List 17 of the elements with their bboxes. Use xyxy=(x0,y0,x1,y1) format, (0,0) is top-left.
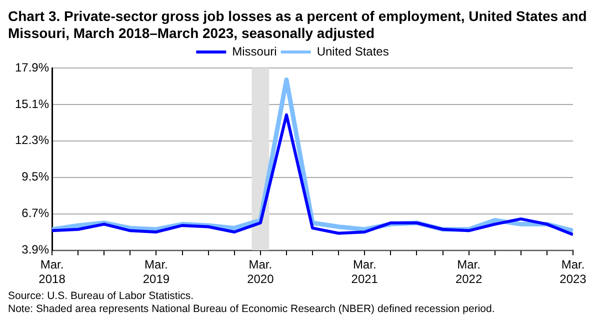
y-tick-label: 6.7% xyxy=(22,206,50,220)
legend-label: Missouri xyxy=(232,44,277,58)
x-tick-label: Mar. 2018 xyxy=(38,258,66,286)
y-tick-label: 3.9% xyxy=(22,242,50,257)
x-tick-label: Mar. 2023 xyxy=(560,258,587,286)
y-tick-label: 12.3% xyxy=(14,133,50,148)
text: Note: Shaded area represents National Bureau of Economic Research (NBER) defined recession period. xyxy=(8,303,496,316)
legend-label: United States xyxy=(316,44,389,58)
y-tick-label: 9.5% xyxy=(22,170,50,184)
x-tick-label: Mar. 2021 xyxy=(351,258,378,286)
x-tick-label: Mar. 2020 xyxy=(247,258,274,286)
source-note: Source: U.S. Bureau of Labor Statistics. xyxy=(8,290,195,303)
x-tick-label: Mar. 2022 xyxy=(455,258,482,286)
y-tick-label: 15.1% xyxy=(14,96,50,111)
chart-title: Chart 3. Private-sector gross job losses as a percent of employment, United States and Missouri, March 2018–March 2023, seasonally adjusted xyxy=(8,8,588,42)
x-tick-label: Mar. 2019 xyxy=(142,258,170,286)
y-tick-label: 17.9% xyxy=(14,60,50,74)
